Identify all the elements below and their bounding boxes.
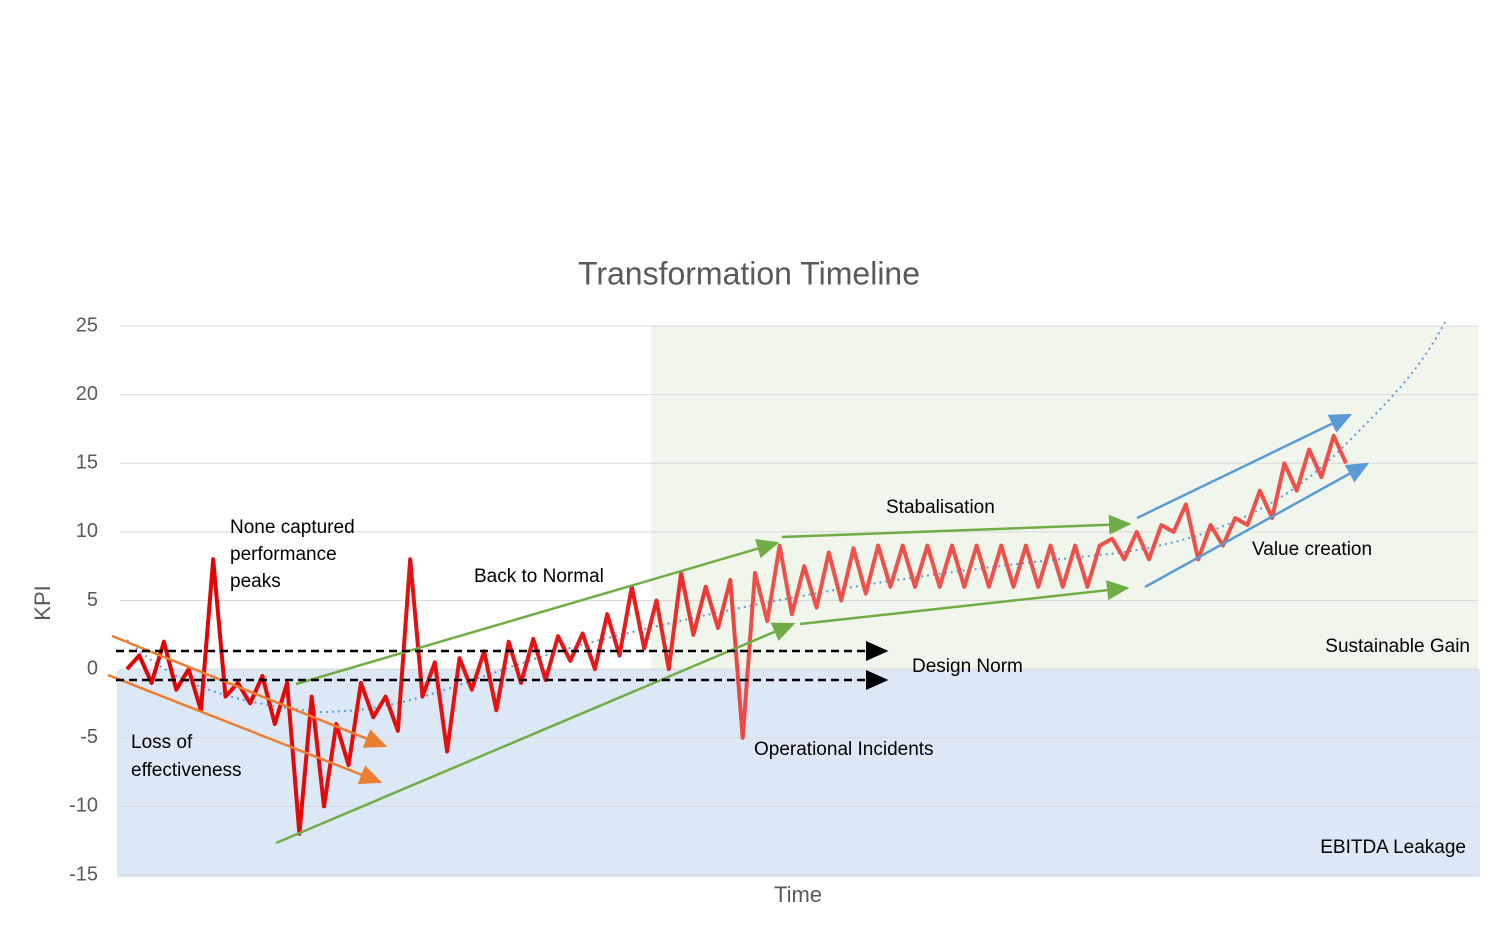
chart-title: Transformation Timeline bbox=[578, 255, 920, 291]
annotation: None captured bbox=[230, 517, 355, 538]
y-axis-label: KPI bbox=[30, 585, 55, 620]
y-tick-label: 25 bbox=[76, 314, 98, 336]
y-tick-label: -15 bbox=[69, 863, 98, 885]
kpi-line bbox=[125, 433, 1348, 836]
arrows bbox=[107, 413, 1370, 845]
annotation: EBITDA Leakage bbox=[1320, 837, 1466, 858]
annotation: Operational Incidents bbox=[754, 739, 934, 760]
annotation: Sustainable Gain bbox=[1325, 636, 1470, 657]
y-tick-label: 20 bbox=[76, 383, 98, 405]
annotation: Value creation bbox=[1252, 539, 1372, 560]
x-axis-label: Time bbox=[774, 882, 822, 907]
gain-region bbox=[651, 326, 1478, 670]
annotation: effectiveness bbox=[131, 760, 242, 781]
y-tick-label: 10 bbox=[76, 520, 98, 542]
y-tick-label: 15 bbox=[76, 452, 98, 474]
annotation: peaks bbox=[230, 571, 281, 592]
regions bbox=[117, 326, 1480, 877]
annotation: Loss of bbox=[131, 732, 193, 753]
y-tick-label: 5 bbox=[87, 589, 98, 611]
y-tick-label: -10 bbox=[69, 795, 98, 817]
y-tick-label: -5 bbox=[80, 726, 98, 748]
leakage-region bbox=[117, 669, 1480, 877]
annotation: Design Norm bbox=[912, 656, 1023, 677]
annotation: performance bbox=[230, 544, 337, 565]
annotation: Stabalisation bbox=[886, 497, 995, 518]
annotation: Back to Normal bbox=[474, 566, 604, 587]
y-tick-label: 0 bbox=[87, 657, 98, 679]
trendline bbox=[126, 321, 1446, 714]
plot bbox=[125, 433, 1348, 836]
